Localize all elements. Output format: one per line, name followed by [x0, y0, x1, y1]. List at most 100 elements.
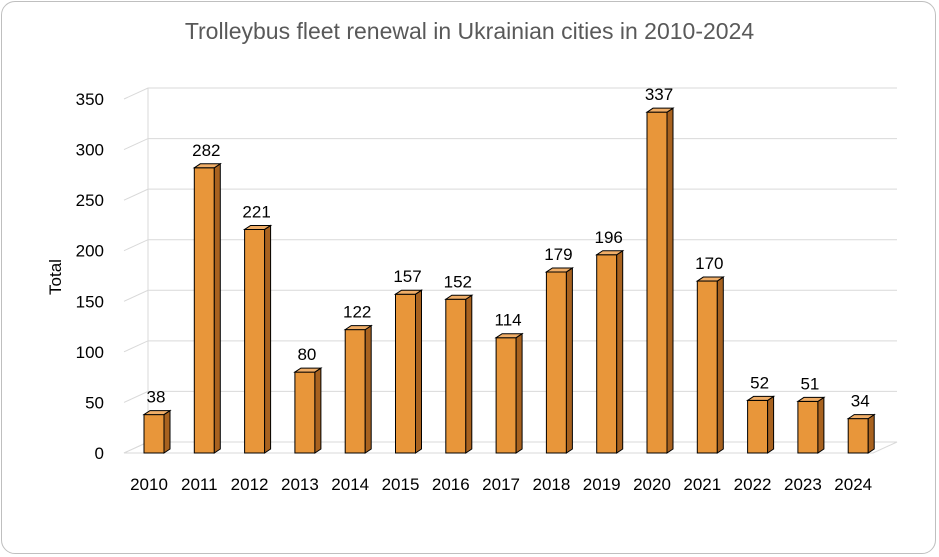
- chart-title: Trolleybus fleet renewal in Ukrainian ci…: [184, 18, 755, 44]
- data-label: 337: [645, 85, 673, 104]
- bar-front: [495, 337, 517, 454]
- bar-front: [847, 418, 869, 454]
- x-axis-ticks: 2010 2011 2012 2013 2014 2015 2016 2017 2018 2019…: [130, 475, 872, 494]
- bar-front: [545, 271, 567, 454]
- bar-side: [867, 413, 875, 454]
- bar-top: [846, 414, 876, 420]
- y-tick-label: 250: [76, 191, 104, 210]
- bar-side: [616, 249, 624, 454]
- bar-side: [213, 162, 221, 454]
- bar-front: [193, 167, 215, 454]
- bar-top: [544, 267, 575, 273]
- bar: [796, 396, 826, 454]
- gridline: [123, 289, 897, 302]
- bar-top: [444, 294, 474, 300]
- bar-side: [817, 396, 825, 454]
- data-label: 157: [393, 267, 421, 286]
- bars: [142, 107, 876, 454]
- x-tick-label: 2016: [432, 475, 470, 494]
- bar-side: [565, 267, 573, 454]
- bar-front: [747, 399, 769, 454]
- bar-top: [796, 396, 826, 402]
- data-label: 34: [851, 392, 870, 411]
- bar-side: [515, 332, 523, 454]
- x-tick-label: 2019: [583, 475, 621, 494]
- bar-side: [415, 289, 422, 454]
- gridline: [123, 239, 897, 252]
- bar-top: [343, 325, 373, 331]
- bar-side: [666, 107, 674, 454]
- bar-top: [745, 395, 776, 401]
- bar-front: [294, 371, 316, 454]
- gridline: [123, 188, 897, 201]
- y-tick-label: 50: [85, 393, 104, 412]
- data-labels: 38 282 221 80 122 157 152 114 179 196 337 170 52 51 34: [147, 85, 870, 410]
- bar-front: [244, 228, 266, 454]
- y-tick-label: 200: [76, 242, 104, 261]
- data-label: 38: [147, 388, 166, 407]
- bar: [343, 324, 373, 454]
- floor: [123, 441, 898, 454]
- x-tick-label: 2013: [281, 475, 319, 494]
- bar-front: [344, 329, 366, 454]
- x-tick-label: 2024: [834, 475, 872, 494]
- gridline: [123, 87, 897, 100]
- bar: [595, 249, 625, 454]
- x-tick-label: 2017: [482, 475, 520, 494]
- back-wall-edge: [123, 88, 149, 454]
- bar: [192, 162, 222, 454]
- bar-side: [264, 224, 272, 454]
- y-tick-label: 150: [76, 292, 104, 311]
- bar: [142, 409, 172, 454]
- data-label: 51: [800, 374, 819, 393]
- data-label: 52: [750, 373, 769, 392]
- x-tick-label: 2010: [130, 475, 168, 494]
- x-tick-label: 2014: [331, 475, 369, 494]
- bar: [695, 276, 725, 454]
- y-tick-label: 100: [76, 343, 104, 362]
- bar-side: [716, 276, 724, 454]
- bar: [494, 332, 524, 454]
- bar-front: [797, 400, 819, 454]
- gridline: [123, 138, 897, 151]
- bar-top: [645, 107, 675, 113]
- bar-side: [314, 367, 322, 454]
- y-tick-label: 300: [76, 141, 104, 160]
- bar: [293, 367, 323, 454]
- bar-top: [595, 250, 625, 256]
- data-label: 196: [595, 228, 623, 247]
- bar-side: [163, 409, 171, 454]
- data-label: 122: [343, 303, 371, 322]
- data-label: 114: [495, 311, 522, 330]
- data-label: 170: [695, 254, 723, 273]
- bar-top: [142, 410, 172, 416]
- x-tick-label: 2015: [382, 475, 420, 494]
- bar-top: [192, 163, 222, 169]
- bar: [846, 413, 876, 454]
- bar: [444, 294, 474, 454]
- x-tick-label: 2022: [734, 475, 772, 494]
- bar-top: [494, 333, 524, 339]
- bar-top: [293, 367, 323, 373]
- x-tick-label: 2012: [231, 475, 269, 494]
- y-axis-ticks: 0 50 100 150 200 250 300 350: [76, 90, 104, 463]
- bar-front: [696, 280, 718, 454]
- bar-top: [393, 289, 424, 295]
- bar-front: [596, 254, 618, 454]
- bar-front: [445, 298, 467, 454]
- bar: [745, 395, 776, 454]
- x-tick-label: 2018: [532, 475, 570, 494]
- x-tick-label: 2011: [181, 475, 218, 494]
- data-label: 179: [544, 245, 572, 264]
- y-tick-label: 350: [76, 90, 104, 109]
- x-tick-label: 2021: [683, 475, 721, 494]
- bar-front: [395, 293, 416, 454]
- bar-side: [767, 395, 775, 454]
- x-tick-label: 2023: [784, 475, 822, 494]
- bar-top: [695, 276, 725, 282]
- bar: [645, 107, 675, 454]
- bar-front: [143, 414, 165, 454]
- bar-top: [242, 224, 273, 230]
